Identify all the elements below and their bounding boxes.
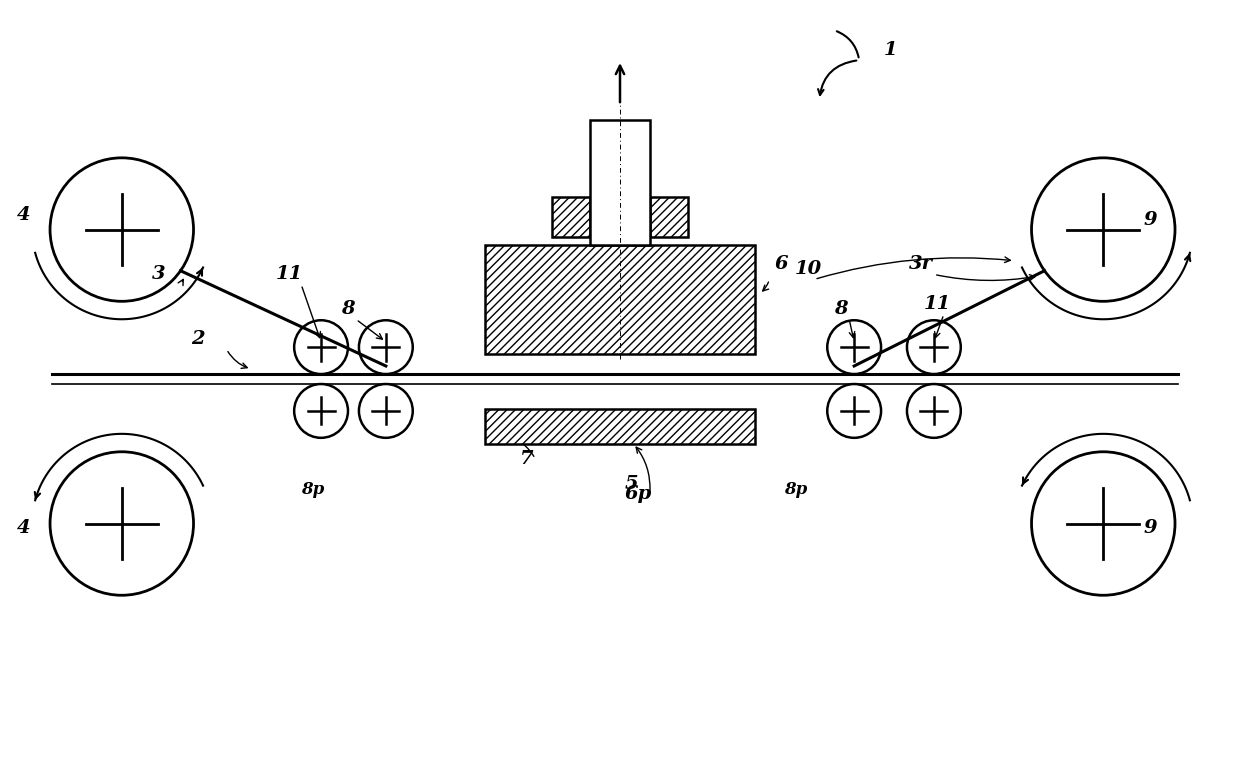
Text: 2: 2: [191, 330, 205, 348]
Text: 3: 3: [151, 266, 165, 284]
Text: 11: 11: [277, 266, 304, 284]
Bar: [486, 245, 754, 354]
Bar: [650, 196, 688, 237]
Bar: [486, 409, 754, 444]
Text: 9: 9: [1143, 520, 1157, 538]
Text: 4: 4: [17, 520, 31, 538]
Text: 10: 10: [795, 260, 822, 278]
Text: 3r: 3r: [909, 256, 932, 273]
Text: 8p: 8p: [301, 481, 325, 498]
Text: 6: 6: [775, 256, 789, 273]
Text: 4: 4: [17, 206, 31, 224]
Text: 7: 7: [521, 449, 534, 467]
Bar: [552, 196, 590, 237]
Text: 8: 8: [835, 300, 848, 319]
Text: 1: 1: [884, 41, 898, 59]
Text: 8: 8: [341, 300, 355, 319]
Text: 8p: 8p: [785, 481, 807, 498]
Text: 6p: 6p: [625, 485, 652, 502]
Text: 9: 9: [1143, 210, 1157, 228]
Bar: [590, 120, 650, 245]
Text: 5: 5: [625, 474, 639, 492]
Text: 11: 11: [924, 295, 951, 313]
